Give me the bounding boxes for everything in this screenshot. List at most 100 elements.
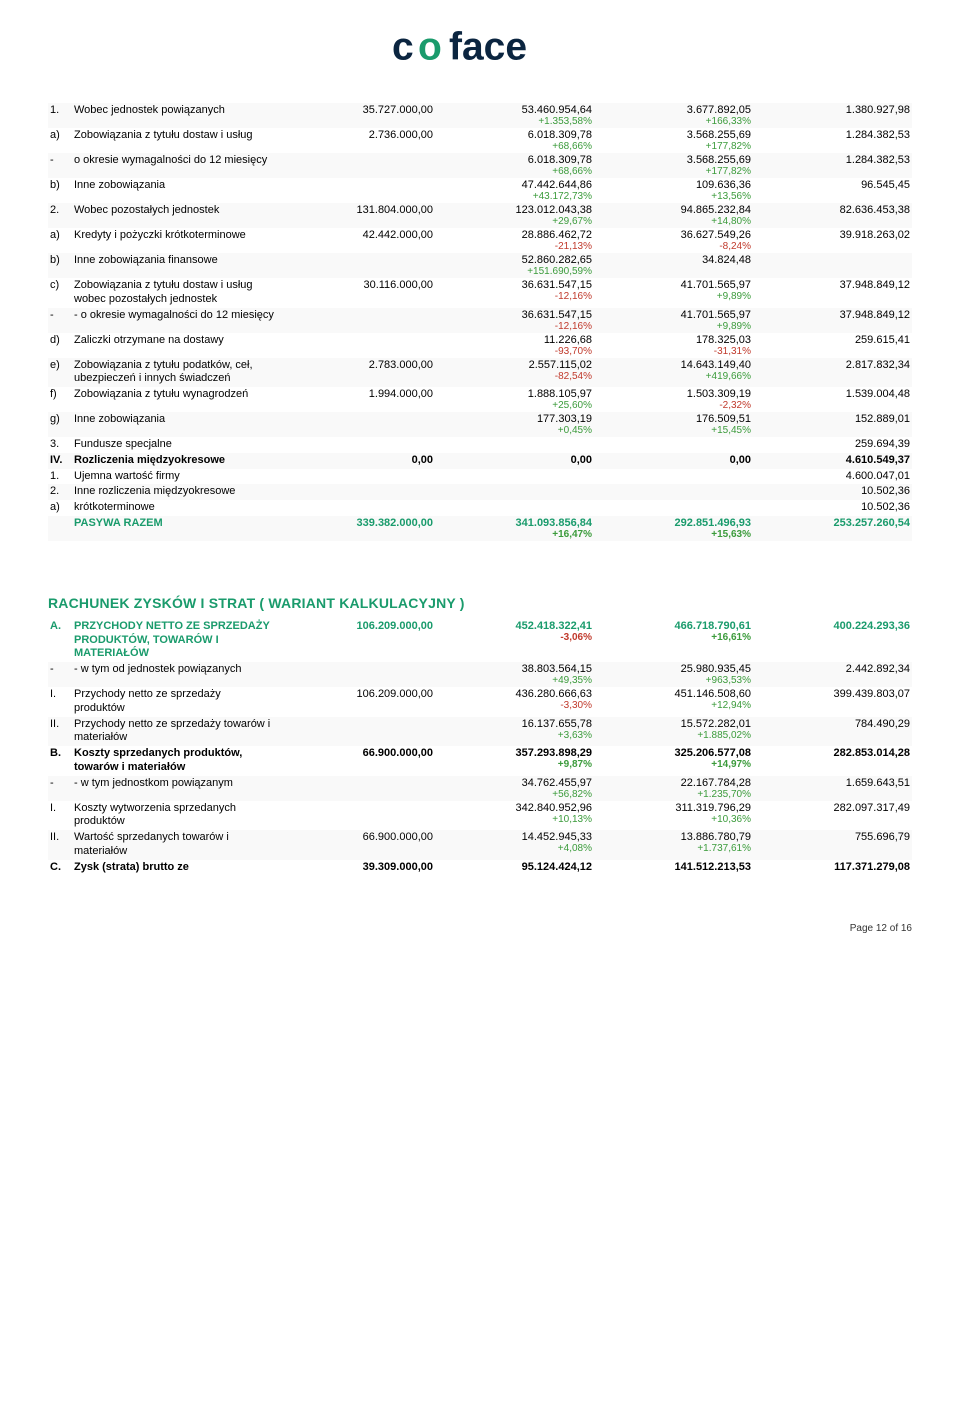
row-marker: - (48, 153, 72, 178)
row-marker: - (48, 662, 72, 687)
row-marker: a) (48, 128, 72, 153)
col2-value: 36.631.547,15-12,16% (435, 278, 594, 308)
col4-value: 282.097.317,49 (753, 801, 912, 831)
row-label: Inne rozliczenia międzyokresowe (72, 484, 276, 500)
pct-change: -3,30% (437, 700, 592, 711)
col2-value: 436.280.666,63-3,30% (435, 687, 594, 717)
col4-value: 82.636.453,38 (753, 203, 912, 228)
col4-value: 37.948.849,12 (753, 308, 912, 333)
row-marker: c) (48, 278, 72, 308)
pct-change: +1.235,70% (596, 789, 751, 800)
table-row: I. Przychody netto ze sprzedaży produktó… (48, 687, 912, 717)
col3-value: 3.677.892,05+166,33% (594, 103, 753, 128)
table-row: c) Zobowiązania z tytułu dostaw i usług … (48, 278, 912, 308)
col3-value: 1.503.309,19-2,32% (594, 387, 753, 412)
col1-value (276, 801, 435, 831)
pct-change: +14,97% (596, 759, 751, 770)
row-label: Rozliczenia międzyokresowe (72, 453, 276, 469)
pct-change: +16,47% (437, 529, 592, 540)
row-marker: I. (48, 687, 72, 717)
row-marker: b) (48, 178, 72, 203)
col2-value: 52.860.282,65+151.690,59% (435, 253, 594, 278)
col4-value: 2.817.832,34 (753, 358, 912, 388)
pct-change: +68,66% (437, 141, 592, 152)
row-marker: 3. (48, 437, 72, 453)
col3-value: 22.167.784,28+1.235,70% (594, 776, 753, 801)
col3-value: 178.325,03-31,31% (594, 333, 753, 358)
col1-value (276, 333, 435, 358)
col2-value: 0,00 (435, 453, 594, 469)
row-label: Wobec jednostek powiązanych (72, 103, 276, 128)
table-row: a) Zobowiązania z tytułu dostaw i usług … (48, 128, 912, 153)
col1-value (276, 662, 435, 687)
col1-value: 2.783.000,00 (276, 358, 435, 388)
col3-value: 0,00 (594, 453, 753, 469)
col3-value (594, 437, 753, 453)
row-label: Kredyty i pożyczki krótkoterminowe (72, 228, 276, 253)
table-row: b) Inne zobowiązania finansowe 52.860.28… (48, 253, 912, 278)
row-label: Koszty sprzedanych produktów, towarów i … (72, 746, 276, 776)
col3-value: 451.146.508,60+12,94% (594, 687, 753, 717)
row-label: Inne zobowiązania (72, 412, 276, 437)
row-label: Wartość sprzedanych towarów i materiałów (72, 830, 276, 860)
table-row: - - o okresie wymagalności do 12 miesięc… (48, 308, 912, 333)
col3-value: 41.701.565,97+9,89% (594, 308, 753, 333)
col1-value: 2.736.000,00 (276, 128, 435, 153)
col3-value: 25.980.935,45+963,53% (594, 662, 753, 687)
pct-change: +166,33% (596, 116, 751, 127)
table-row: a) krótkoterminowe 10.502,36 (48, 500, 912, 516)
table-row: - o okresie wymagalności do 12 miesięcy … (48, 153, 912, 178)
col1-value: 0,00 (276, 453, 435, 469)
financial-table-2: A. PRZYCHODY NETTO ZE SPRZEDAŻY PRODUKTÓ… (48, 619, 912, 876)
col4-value: 259.694,39 (753, 437, 912, 453)
row-marker: 1. (48, 103, 72, 128)
pct-change: +10,36% (596, 814, 751, 825)
col4-value: 4.610.549,37 (753, 453, 912, 469)
pct-change: -12,16% (437, 321, 592, 332)
col1-value: 106.209.000,00 (276, 687, 435, 717)
col2-value: 6.018.309,78+68,66% (435, 153, 594, 178)
table-row: 2. Wobec pozostałych jednostek 131.804.0… (48, 203, 912, 228)
col3-value: 94.865.232,84+14,80% (594, 203, 753, 228)
pct-change: +25,60% (437, 400, 592, 411)
col1-value: 35.727.000,00 (276, 103, 435, 128)
col2-value: 452.418.322,41-3,06% (435, 619, 594, 662)
row-marker: a) (48, 500, 72, 516)
pct-change: +49,35% (437, 675, 592, 686)
pct-change: +0,45% (437, 425, 592, 436)
table-row: 1. Ujemna wartość firmy 4.600.047,01 (48, 469, 912, 485)
col2-value: 6.018.309,78+68,66% (435, 128, 594, 153)
col2-value: 38.803.564,15+49,35% (435, 662, 594, 687)
svg-text:c: c (392, 26, 414, 69)
col2-value: 53.460.954,64+1.353,58% (435, 103, 594, 128)
col2-value: 14.452.945,33+4,08% (435, 830, 594, 860)
col1-value (276, 469, 435, 485)
pct-change: -21,13% (437, 241, 592, 252)
pct-change: +56,82% (437, 789, 592, 800)
row-label: PRZYCHODY NETTO ZE SPRZEDAŻY PRODUKTÓW, … (72, 619, 276, 662)
row-marker: b) (48, 253, 72, 278)
col1-value (276, 178, 435, 203)
col2-value: 341.093.856,84+16,47% (435, 516, 594, 541)
col2-value: 177.303,19+0,45% (435, 412, 594, 437)
pct-change: -93,70% (437, 346, 592, 357)
col3-value: 109.636,36+13,56% (594, 178, 753, 203)
row-marker: II. (48, 830, 72, 860)
col3-value: 292.851.496,93+15,63% (594, 516, 753, 541)
pct-change: +177,82% (596, 141, 751, 152)
brand-logo: c o face (48, 24, 912, 75)
pct-change: +9,87% (437, 759, 592, 770)
col3-value: 325.206.577,08+14,97% (594, 746, 753, 776)
col1-value: 1.994.000,00 (276, 387, 435, 412)
pct-change: +15,45% (596, 425, 751, 436)
col3-value (594, 469, 753, 485)
col4-value: 10.502,36 (753, 484, 912, 500)
col4-value: 399.439.803,07 (753, 687, 912, 717)
row-label: Przychody netto ze sprzedaży produktów (72, 687, 276, 717)
table-row: - - w tym jednostkom powiązanym 34.762.4… (48, 776, 912, 801)
col3-value: 141.512.213,53 (594, 860, 753, 876)
row-marker: a) (48, 228, 72, 253)
pct-change: +1.737,61% (596, 843, 751, 854)
pct-change: +12,94% (596, 700, 751, 711)
row-label: - o okresie wymagalności do 12 miesięcy (72, 308, 276, 333)
